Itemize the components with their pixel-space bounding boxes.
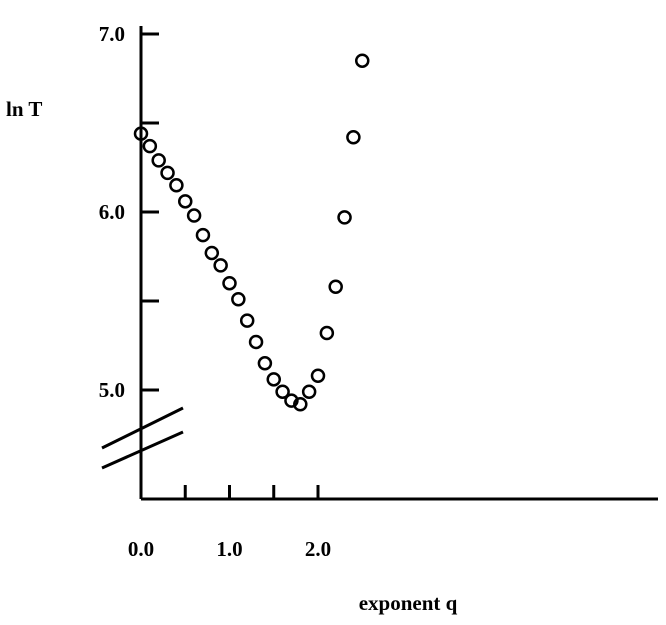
data-point	[169, 178, 184, 193]
data-point	[328, 279, 343, 295]
y-tick-label: 7.0	[99, 22, 125, 46]
y-tick-label: 5.0	[99, 378, 125, 402]
data-point	[160, 165, 175, 181]
data-point	[239, 313, 255, 328]
data-point	[346, 129, 361, 145]
data-point	[310, 368, 326, 384]
x-tick-label: 2.0	[305, 537, 331, 561]
data-point	[257, 356, 273, 371]
data-point	[293, 396, 308, 412]
data-point	[248, 334, 264, 350]
data-point	[284, 393, 299, 408]
data-point	[142, 138, 158, 154]
data-point	[213, 258, 228, 273]
data-point	[151, 153, 166, 168]
data-point	[222, 275, 237, 291]
x-axis-title: exponent q	[359, 591, 458, 615]
data-point	[133, 126, 149, 141]
data-point	[337, 210, 352, 225]
data-point	[231, 291, 246, 307]
axis-break-mark	[101, 406, 184, 450]
y-axis-title: ln T	[6, 97, 42, 121]
data-point	[319, 325, 335, 341]
data-point	[178, 194, 193, 209]
data-point	[204, 245, 220, 261]
data-point	[275, 384, 290, 400]
data-point	[195, 227, 211, 243]
axes	[101, 26, 658, 501]
y-tick-label: 6.0	[99, 200, 125, 224]
data-point	[355, 53, 370, 68]
tick-labels: 5.0 6.0 7.0 0.0 1.0 2.0	[99, 22, 331, 561]
data-point	[301, 384, 317, 400]
ticks	[139, 32, 320, 499]
data-point	[266, 372, 281, 387]
data-points	[133, 53, 370, 412]
x-tick-label: 0.0	[128, 537, 154, 561]
axis-break-mark	[101, 430, 184, 470]
data-point	[186, 208, 202, 223]
x-tick-label: 1.0	[216, 537, 242, 561]
